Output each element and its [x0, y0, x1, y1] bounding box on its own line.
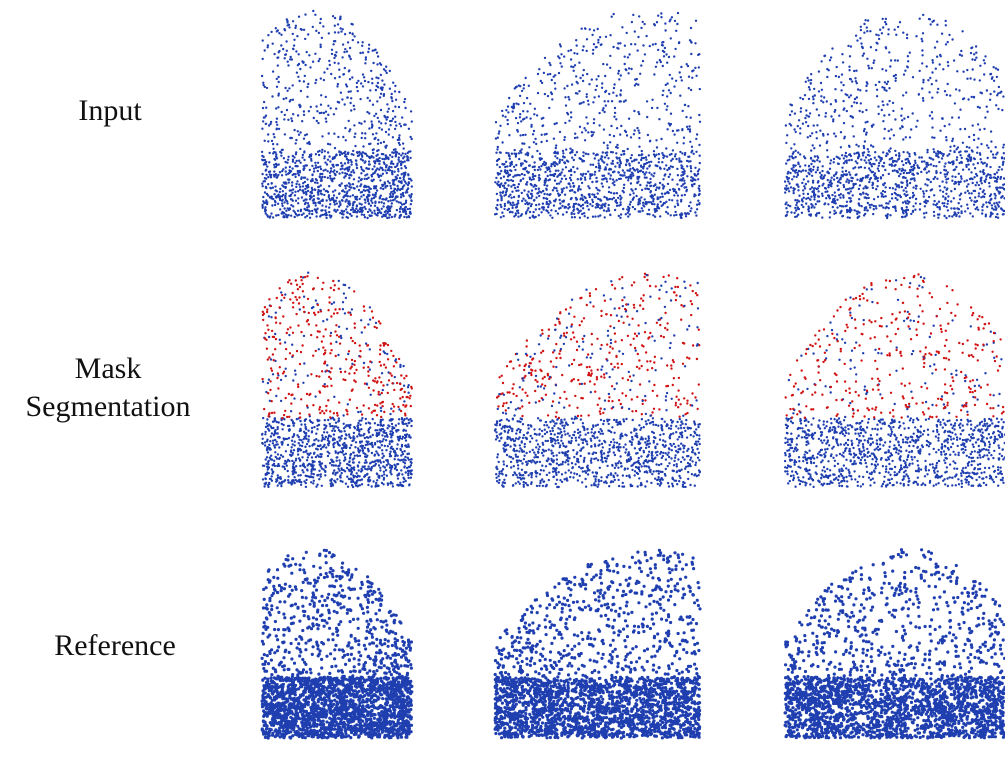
- point-cloud: [494, 274, 701, 488]
- point-cloud: [496, 273, 701, 420]
- point-cloud: [494, 549, 702, 740]
- row-label: Segmentation: [26, 390, 191, 423]
- point-cloud: [261, 275, 413, 419]
- row-label: Input: [78, 94, 142, 127]
- point-cloud: [784, 14, 1005, 220]
- point-cloud: [261, 271, 413, 488]
- point-cloud: [784, 548, 1005, 740]
- point-clouds: [261, 10, 1005, 740]
- point-cloud: [261, 10, 413, 219]
- row-label: Mask: [75, 352, 142, 385]
- point-cloud: [261, 549, 414, 740]
- row-label: Reference: [54, 629, 176, 662]
- figure: Input Mask Segmentation Reference: [0, 0, 1005, 763]
- point-cloud: [785, 273, 1005, 419]
- point-cloud: [494, 12, 701, 219]
